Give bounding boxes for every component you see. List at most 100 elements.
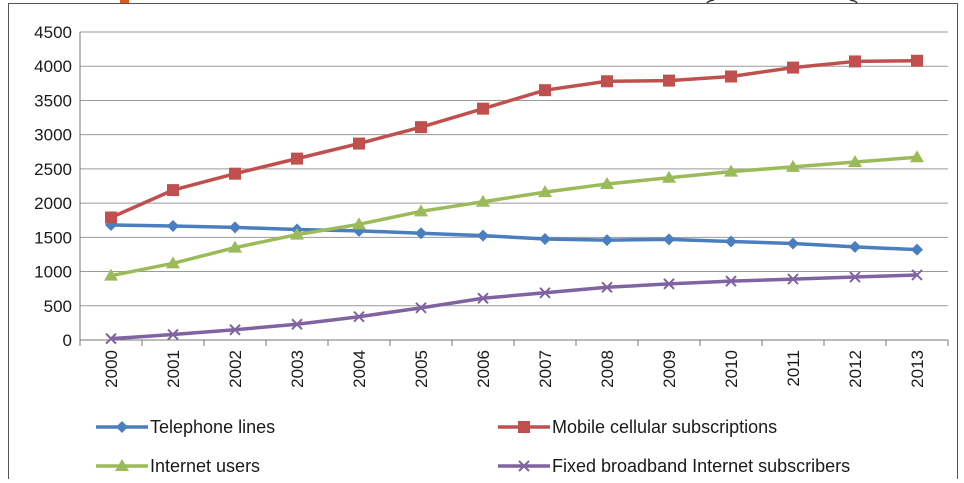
x-marker-stroke bbox=[539, 287, 551, 299]
data-point bbox=[415, 121, 427, 134]
gridlines bbox=[80, 31, 948, 307]
series-1 bbox=[105, 54, 923, 224]
y-tick-label: 500 bbox=[44, 297, 72, 316]
title-fragment bbox=[120, 0, 129, 3]
data-point bbox=[228, 240, 242, 253]
data-point bbox=[477, 292, 489, 304]
data-point bbox=[477, 229, 489, 242]
legend-swatch-marker bbox=[116, 421, 128, 433]
data-point bbox=[601, 234, 613, 247]
data-point bbox=[414, 204, 428, 217]
x-tick-label: 2008 bbox=[598, 350, 617, 388]
y-tick-label: 1000 bbox=[34, 263, 72, 282]
x-marker-stroke bbox=[663, 278, 675, 290]
data-point bbox=[662, 170, 676, 183]
x-tick-label: 2013 bbox=[908, 350, 927, 388]
legend-item: Mobile cellular subscriptions bbox=[498, 417, 777, 437]
data-point bbox=[415, 227, 427, 240]
x-marker-stroke bbox=[518, 460, 530, 472]
data-point bbox=[229, 324, 241, 336]
x-marker-stroke bbox=[725, 275, 737, 287]
legend-label: Mobile cellular subscriptions bbox=[552, 417, 777, 437]
data-point bbox=[352, 217, 366, 230]
x-marker-stroke bbox=[911, 269, 923, 281]
x-tick-label: 2011 bbox=[784, 350, 803, 387]
data-point bbox=[910, 150, 924, 163]
data-point bbox=[290, 227, 304, 240]
data-point bbox=[787, 273, 799, 285]
series-line bbox=[110, 155, 918, 278]
y-tick-label: 3000 bbox=[34, 126, 72, 145]
y-tick-label: 4000 bbox=[34, 57, 72, 76]
data-point bbox=[911, 269, 923, 281]
data-point bbox=[725, 235, 737, 248]
legend-label: Fixed broadband Internet subscribers bbox=[552, 456, 850, 476]
legend-label: Telephone lines bbox=[150, 417, 275, 437]
series-2 bbox=[104, 150, 924, 281]
y-tick-label: 3500 bbox=[34, 91, 72, 110]
x-marker-stroke bbox=[787, 273, 799, 285]
data-point bbox=[291, 152, 303, 165]
x-tick-label: 2010 bbox=[722, 350, 741, 388]
legend-item: Telephone lines bbox=[96, 417, 275, 437]
x-marker-stroke bbox=[415, 302, 427, 314]
cropped-title-fragments bbox=[120, 0, 858, 4]
legend-swatch-marker bbox=[518, 421, 530, 433]
legend-item: Fixed broadband Internet subscribers bbox=[498, 456, 850, 476]
data-point bbox=[724, 164, 738, 177]
x-marker-stroke bbox=[353, 311, 365, 323]
x-marker-stroke bbox=[167, 328, 179, 341]
x-tick-label: 2012 bbox=[846, 350, 865, 388]
data-point bbox=[229, 167, 241, 180]
data-point bbox=[105, 211, 117, 224]
axes bbox=[79, 32, 949, 346]
series-line bbox=[110, 58, 918, 220]
series-3 bbox=[105, 269, 923, 345]
x-marker-stroke bbox=[229, 324, 241, 336]
y-tick-label: 2000 bbox=[34, 194, 72, 213]
y-tick-label: 0 bbox=[63, 331, 72, 350]
y-tick-label: 1500 bbox=[34, 228, 72, 247]
chart-frame bbox=[8, 3, 958, 479]
data-point bbox=[786, 159, 800, 172]
data-point bbox=[353, 137, 365, 150]
data-point bbox=[477, 102, 489, 115]
data-point bbox=[415, 302, 427, 314]
x-marker-stroke bbox=[601, 281, 613, 294]
data-point bbox=[167, 184, 179, 197]
data-point bbox=[166, 256, 180, 269]
series-line bbox=[110, 273, 918, 341]
data-point bbox=[725, 275, 737, 287]
y-tick-label: 2500 bbox=[34, 160, 72, 179]
data-point bbox=[601, 75, 613, 88]
data-point bbox=[539, 287, 551, 299]
data-point bbox=[725, 70, 737, 83]
data-point bbox=[787, 61, 799, 74]
title-fragment bbox=[706, 0, 715, 4]
data-point bbox=[663, 233, 675, 246]
data-point bbox=[848, 155, 862, 168]
data-point bbox=[105, 332, 117, 345]
x-tick-labels: 2000 2001 2002 2003 2004 2005 2006 2007 2008 2009… bbox=[102, 350, 927, 388]
legend: Telephone lines Mobile cellular subscript… bbox=[96, 417, 850, 476]
x-tick-label: 2007 bbox=[536, 350, 555, 388]
data-point bbox=[663, 74, 675, 87]
chart-top-border bbox=[8, 3, 958, 4]
x-marker-stroke bbox=[105, 332, 117, 345]
data-point bbox=[539, 84, 551, 97]
data-point bbox=[104, 268, 118, 281]
legend-item: Internet users bbox=[96, 456, 260, 476]
legend-label: Internet users bbox=[150, 456, 260, 476]
title-fragment bbox=[849, 0, 858, 4]
data-point bbox=[167, 328, 179, 341]
legend-swatch-marker bbox=[518, 460, 530, 472]
x-marker-stroke bbox=[291, 318, 303, 330]
data-point bbox=[849, 55, 861, 68]
data-point bbox=[663, 278, 675, 290]
data-point bbox=[787, 237, 799, 250]
data-point bbox=[229, 221, 241, 234]
x-marker-stroke bbox=[477, 292, 489, 304]
series-line bbox=[110, 223, 918, 252]
data-point bbox=[291, 318, 303, 330]
